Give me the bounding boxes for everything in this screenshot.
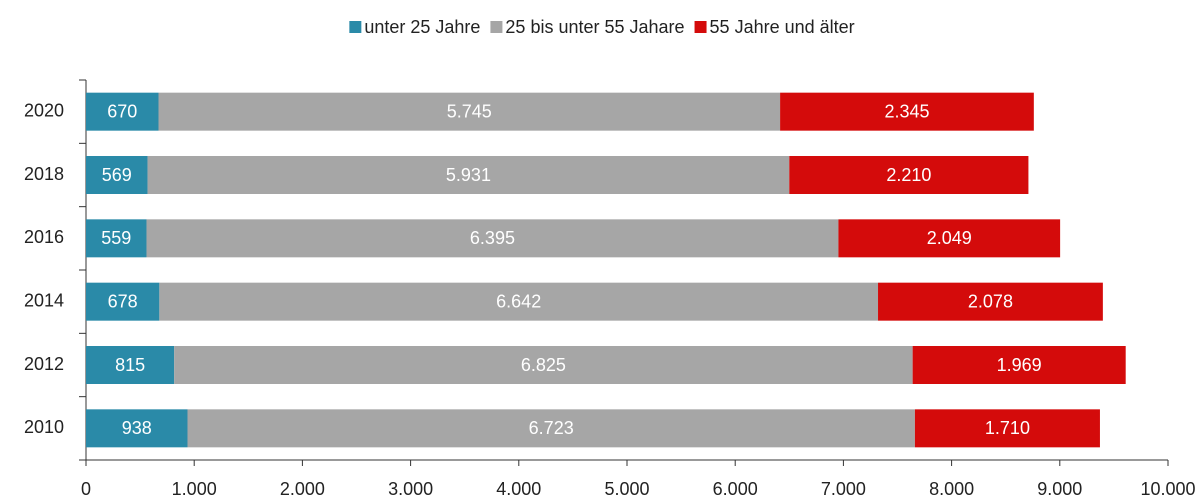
segment-label: 2.049	[927, 228, 972, 248]
bar-segment	[187, 409, 915, 448]
segment-label: 5.931	[446, 165, 491, 185]
bar-segment	[86, 156, 148, 194]
x-tick-label: 10.000	[1140, 479, 1195, 499]
x-tick-label: 4.000	[496, 479, 541, 499]
bar-segment	[146, 219, 839, 258]
x-tick-label: 3.000	[388, 479, 433, 499]
segment-label: 938	[122, 418, 152, 438]
segment-label: 569	[102, 165, 132, 185]
x-tick-label: 1.000	[172, 479, 217, 499]
segment-label: 2.210	[886, 165, 931, 185]
x-tick-label: 9.000	[1037, 479, 1082, 499]
y-tick-label: 2012	[24, 354, 64, 374]
y-tick-label: 2020	[24, 100, 64, 120]
bar-segment	[789, 156, 1029, 194]
segment-label: 2.345	[884, 101, 929, 121]
y-tick-label: 2018	[24, 164, 64, 184]
legend-label: 25 bis unter 55 Jahare	[505, 17, 684, 37]
segment-label: 6.723	[529, 418, 574, 438]
segment-label: 815	[115, 355, 145, 375]
x-tick-label: 5.000	[604, 479, 649, 499]
y-tick-label: 2016	[24, 227, 64, 247]
bar-segment	[86, 219, 147, 258]
legend-label: unter 25 Jahre	[364, 17, 480, 37]
segment-label: 559	[101, 228, 131, 248]
bar-segment	[158, 92, 781, 131]
bar-segment	[86, 92, 159, 131]
y-tick-label: 2014	[24, 290, 64, 310]
bar-segment	[147, 156, 790, 194]
bar-segment	[914, 409, 1100, 448]
bar-segment	[86, 346, 175, 384]
legend-label: 55 Jahre und älter	[710, 17, 855, 37]
x-tick-label: 2.000	[280, 479, 325, 499]
bar-segment	[912, 346, 1126, 384]
x-tick-label: 0	[81, 479, 91, 499]
bar-segment	[780, 92, 1034, 131]
bar-segment	[174, 346, 913, 384]
segment-label: 678	[108, 291, 138, 311]
segment-label: 1.969	[997, 355, 1042, 375]
segment-label: 5.745	[447, 101, 492, 121]
segment-label: 1.710	[985, 418, 1030, 438]
legend-swatch	[349, 21, 362, 33]
legend-swatch	[694, 21, 707, 33]
bar-segment	[838, 219, 1061, 258]
bar-segment	[86, 282, 160, 321]
bar-segment	[878, 282, 1103, 321]
legend-swatch	[490, 21, 503, 33]
segment-label: 6.642	[496, 291, 541, 311]
segment-label: 6.395	[470, 228, 515, 248]
x-tick-label: 8.000	[929, 479, 974, 499]
bar-segment	[86, 409, 188, 448]
segment-label: 2.078	[968, 291, 1013, 311]
x-tick-label: 7.000	[821, 479, 866, 499]
bar-segment	[159, 282, 879, 321]
segment-label: 670	[107, 101, 137, 121]
segment-label: 6.825	[521, 355, 566, 375]
x-tick-label: 6.000	[713, 479, 758, 499]
y-tick-label: 2010	[24, 417, 64, 437]
